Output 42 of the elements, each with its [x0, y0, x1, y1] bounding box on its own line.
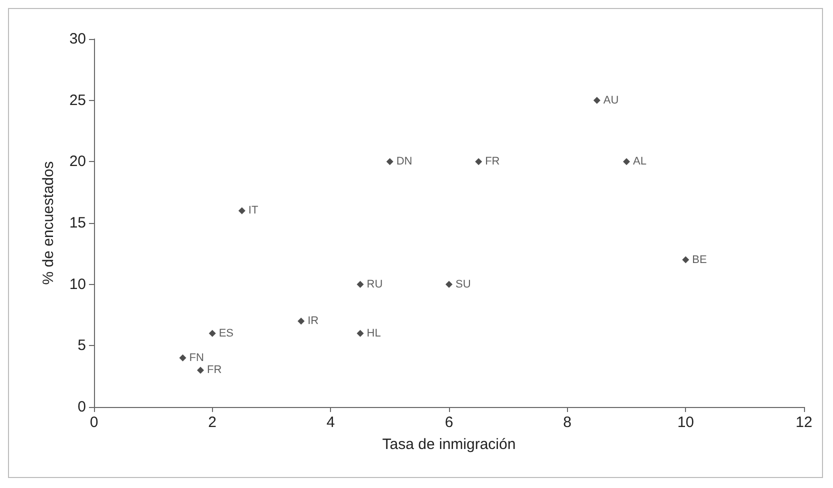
data-label: FR [207, 364, 222, 376]
y-tick-label: 20 [69, 153, 86, 170]
point [356, 330, 364, 337]
data-label: FR [485, 156, 500, 168]
point [386, 158, 394, 166]
data-label: AL [633, 156, 646, 168]
data-label: DN [396, 156, 412, 168]
data-label: RU [366, 278, 383, 290]
x-tick-label: 8 [563, 414, 572, 431]
x-tick-label: 6 [444, 414, 454, 431]
point [238, 207, 246, 214]
x-tick-label: 0 [90, 414, 98, 431]
point [208, 330, 216, 337]
x-tick-label: 4 [326, 414, 335, 431]
point [356, 280, 364, 288]
data-label: IR [308, 315, 319, 328]
y-tick-label: 0 [78, 398, 86, 416]
y-tick-label: 15 [69, 214, 86, 232]
data-label: IT [248, 204, 258, 217]
point [197, 366, 204, 374]
y-tick-label: 10 [69, 276, 86, 293]
x-axis-title: Tasa de inmigración [382, 436, 516, 453]
x-tick-label: 10 [677, 414, 694, 431]
data-label: HL [366, 327, 381, 340]
data-label: ES [218, 327, 234, 340]
y-axis-title: % de encuestados [40, 161, 57, 285]
point [623, 158, 630, 166]
point [298, 318, 305, 325]
data-label: FN [189, 352, 204, 364]
y-tick-label: 5 [78, 337, 86, 354]
y-tick-label: 25 [69, 92, 86, 109]
point [446, 280, 452, 288]
point [475, 158, 482, 166]
x-tick-label: 12 [796, 414, 812, 431]
data-label: AU [603, 94, 619, 106]
data-label: BE [692, 254, 707, 266]
x-tick-label: 2 [208, 414, 217, 431]
point [682, 256, 690, 264]
point [593, 96, 600, 104]
y-tick-label: 30 [69, 30, 86, 48]
point [179, 354, 186, 362]
data-label: SU [456, 278, 471, 290]
